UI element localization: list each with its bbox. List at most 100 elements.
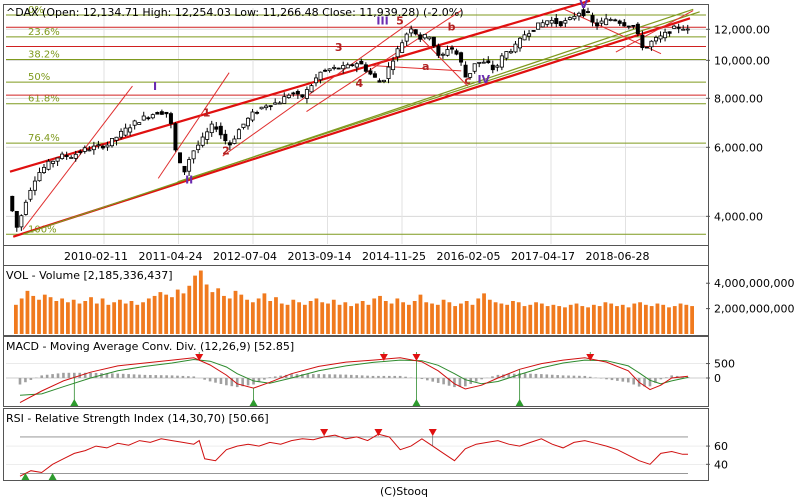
volume-bar: [430, 304, 434, 334]
macd-histogram-bar: [556, 375, 559, 378]
stooq-credit: (C)Stooq: [380, 485, 428, 498]
candle: [310, 86, 313, 92]
macd-histogram-bar: [616, 378, 619, 381]
volume-bar: [488, 300, 492, 334]
volume-bar: [268, 301, 272, 334]
volume-bar: [465, 301, 469, 334]
macd-histogram-bar: [562, 375, 565, 378]
wave-label: I: [153, 80, 157, 93]
candle: [410, 29, 413, 33]
macd-histogram-bar: [165, 375, 168, 378]
candle: [541, 23, 544, 27]
date-axis-label: 2011-04-24: [139, 250, 203, 263]
macd-histogram-bar: [431, 378, 434, 382]
candle: [559, 22, 562, 26]
candle: [564, 21, 567, 24]
macd-histogram-bar: [203, 378, 206, 380]
candle: [178, 153, 181, 163]
volume-bar: [222, 296, 226, 334]
volume-bar: [627, 307, 631, 334]
candle: [224, 134, 227, 140]
macd-histogram-bar: [307, 374, 310, 378]
volume-bar: [14, 305, 18, 334]
volume-bar: [124, 304, 128, 334]
date-axis-label: 2014-11-25: [362, 250, 426, 263]
volume-bar: [546, 306, 550, 334]
candle: [509, 51, 512, 52]
candle: [51, 161, 54, 163]
macd-histogram-bar: [491, 376, 494, 378]
volume-bar: [118, 300, 122, 334]
candle: [83, 148, 86, 152]
candle: [215, 127, 218, 129]
candle: [29, 190, 32, 199]
candle: [133, 121, 136, 125]
macd-histogram-bar: [122, 374, 125, 378]
macd-histogram-bar: [339, 375, 342, 378]
fibonacci-label: 76.4%: [28, 133, 60, 144]
volume-bar: [135, 305, 139, 334]
candle: [319, 72, 322, 80]
candle: [328, 69, 331, 71]
macd-histogram-bar: [404, 377, 407, 378]
candle: [482, 62, 485, 63]
candle: [382, 80, 385, 81]
volume-bar: [459, 304, 463, 334]
candle: [550, 20, 553, 23]
volume-bar: [338, 305, 342, 334]
candle: [301, 95, 304, 97]
macd-histogram-bar: [328, 374, 331, 378]
candle: [206, 132, 209, 140]
fibonacci-label: 38.2%: [28, 49, 60, 60]
date-axis-label: 2017-04-17: [511, 250, 575, 263]
volume-bar: [656, 304, 660, 334]
macd-histogram-bar: [627, 378, 630, 382]
candle: [396, 49, 399, 57]
candle: [686, 29, 689, 30]
candle: [15, 211, 18, 227]
volume-bar: [384, 301, 388, 334]
volume-bar: [684, 305, 688, 334]
candle: [237, 130, 240, 139]
candle: [283, 97, 286, 104]
volume-bar: [309, 301, 313, 334]
macd-histogram-bar: [176, 376, 179, 378]
macd-axis-label: 500: [714, 358, 735, 371]
volume-bar: [291, 300, 295, 334]
volume-bar: [37, 300, 41, 334]
candle: [274, 103, 277, 104]
volume-bar: [193, 276, 197, 334]
volume-bar: [419, 295, 423, 334]
volume-bar: [424, 302, 428, 334]
macd-histogram-bar: [133, 374, 136, 378]
macd-histogram-bar: [529, 374, 532, 378]
macd-histogram-bar: [475, 378, 478, 382]
candle: [537, 23, 540, 29]
volume-bar: [690, 306, 694, 334]
volume-bar: [476, 298, 480, 334]
volume-bar: [216, 288, 220, 334]
volume-bar: [228, 298, 232, 334]
volume-bar: [158, 292, 162, 334]
candle: [106, 145, 109, 147]
macd-histogram-bar: [388, 376, 391, 378]
volume-bar: [557, 306, 561, 334]
candle: [682, 29, 685, 30]
wave-label: a: [422, 60, 429, 73]
macd-histogram-bar: [68, 373, 71, 378]
macd-histogram-bar: [524, 374, 527, 378]
candle: [74, 154, 77, 158]
candle: [586, 12, 589, 13]
volume-bar: [72, 300, 76, 334]
candle: [346, 65, 349, 68]
candle: [591, 15, 594, 22]
candle: [88, 150, 91, 151]
candle: [314, 78, 317, 83]
volume-bar: [326, 304, 330, 334]
macd-histogram-bar: [426, 378, 429, 380]
macd-histogram-bar: [19, 378, 22, 385]
volume-bar: [31, 296, 35, 334]
candle: [183, 166, 186, 172]
candle: [201, 137, 204, 145]
candle: [614, 20, 617, 21]
